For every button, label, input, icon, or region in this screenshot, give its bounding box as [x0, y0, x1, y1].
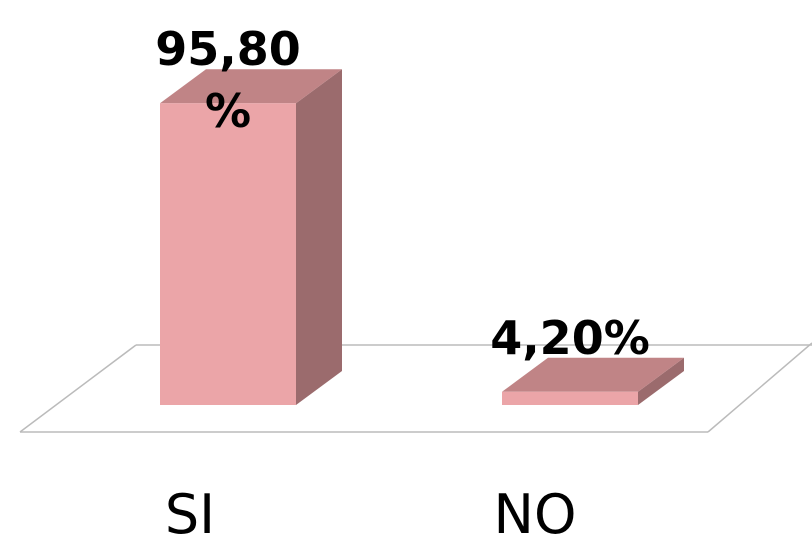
floor-edge	[707, 342, 812, 433]
bar-top	[160, 69, 342, 104]
floor-edge	[19, 344, 137, 433]
floor	[19, 342, 812, 433]
category-label: NO	[494, 483, 577, 537]
value-label: 95,80 %	[155, 22, 301, 139]
bar-front	[502, 391, 638, 405]
category-label: SI	[165, 483, 215, 537]
bar-side	[638, 357, 684, 405]
value-label: 4,20%	[490, 310, 650, 365]
bar-front	[160, 103, 296, 405]
value-label-box: 4,20%	[490, 310, 650, 365]
value-label-box: 95,80 %	[155, 22, 301, 139]
bar-top	[502, 357, 684, 392]
bar-side	[296, 69, 342, 405]
bar	[502, 357, 684, 405]
bar	[160, 69, 342, 405]
